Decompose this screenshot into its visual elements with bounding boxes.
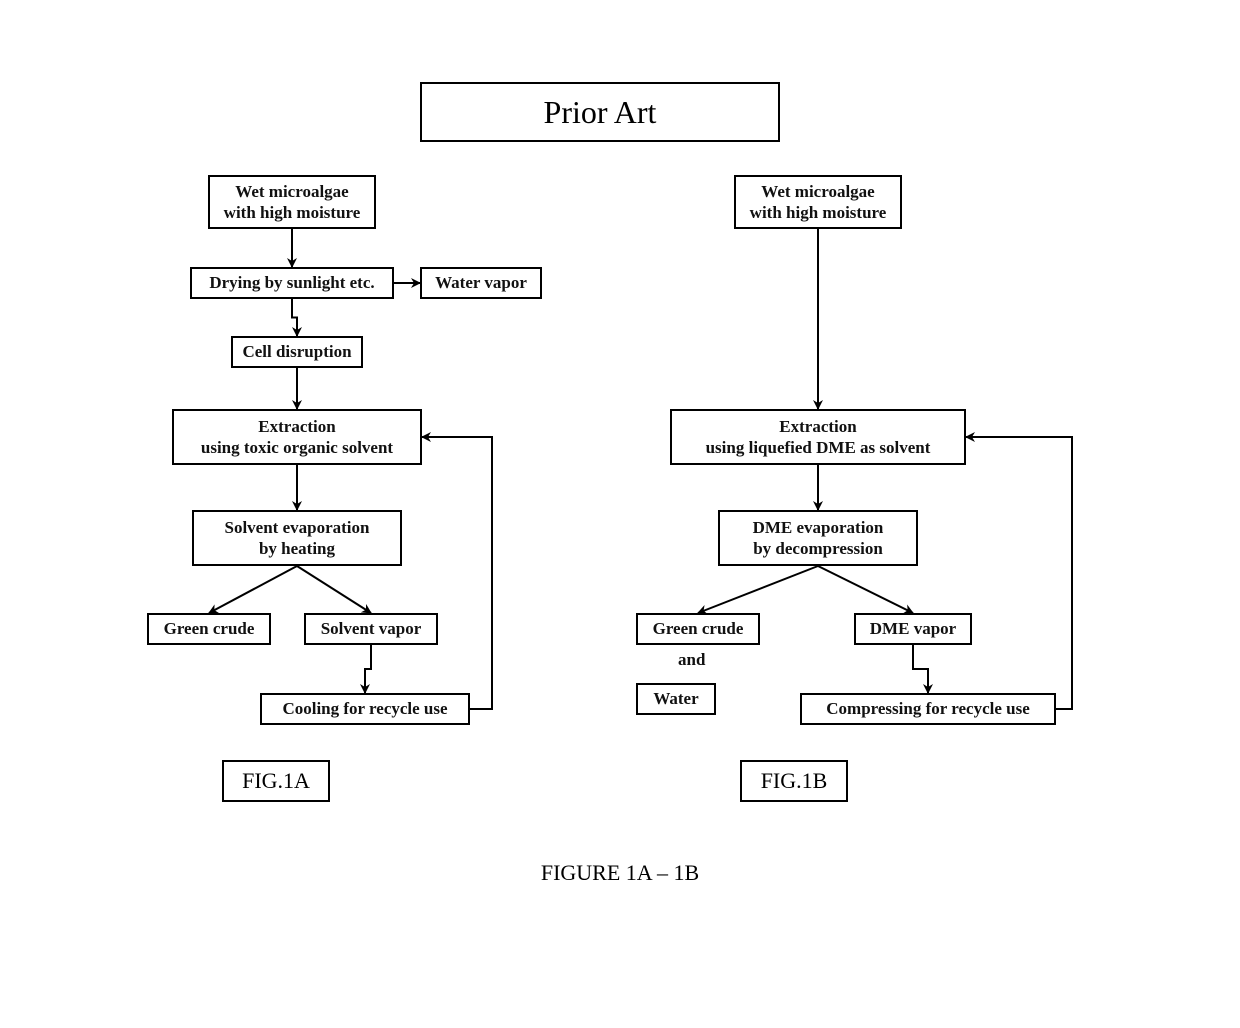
- flowA-node-a8: Cooling for recycle use: [260, 693, 470, 725]
- flowB-edge-b5-b6: [698, 566, 818, 613]
- flowB-node-b5: DME evaporationby decompression: [718, 510, 918, 566]
- flowA-node-a7: Solvent vapor: [304, 613, 438, 645]
- flowA-node-a3: Cell disruption: [231, 336, 363, 368]
- flowA-edge-a5-a7: [297, 566, 371, 613]
- flowB-edge-b5-b7: [818, 566, 913, 613]
- flowA-node-a5: Solvent evaporationby heating: [192, 510, 402, 566]
- figure-caption: FIGURE 1A – 1B: [0, 860, 1240, 886]
- flowA-edge-a5-a6: [209, 566, 297, 613]
- fig1b-label: FIG.1B: [761, 767, 828, 795]
- flowB-edge-b8-b4: [966, 437, 1072, 709]
- flowB-node-b7: DME vapor: [854, 613, 972, 645]
- flowB-node-b6w: Water: [636, 683, 716, 715]
- fig1b-label-box: FIG.1B: [740, 760, 848, 802]
- flowB-node-b1: Wet microalgaewith high moisture: [734, 175, 902, 229]
- flowB-node-b6: Green crude: [636, 613, 760, 645]
- flowA-node-a6: Green crude: [147, 613, 271, 645]
- flowB-node-b4: Extractionusing liquefied DME as solvent: [670, 409, 966, 465]
- flowA-node-a2: Drying by sunlight etc.: [190, 267, 394, 299]
- title-text: Prior Art: [544, 92, 657, 132]
- fig1a-label: FIG.1A: [242, 767, 310, 795]
- flowA-edge-a2-a3: [292, 299, 297, 336]
- flowA-node-a1: Wet microalgaewith high moisture: [208, 175, 376, 229]
- title-box: Prior Art: [420, 82, 780, 142]
- flowB-edge-b7-b8: [913, 645, 928, 693]
- flowB-node-b8: Compressing for recycle use: [800, 693, 1056, 725]
- flowA-edge-a7-a8: [365, 645, 371, 693]
- flowA-node-a2b: Water vapor: [420, 267, 542, 299]
- fig1a-label-box: FIG.1A: [222, 760, 330, 802]
- flowA-edge-a8-a4: [422, 437, 492, 709]
- flowB-text-b6and: and: [678, 650, 705, 670]
- flowA-node-a4: Extractionusing toxic organic solvent: [172, 409, 422, 465]
